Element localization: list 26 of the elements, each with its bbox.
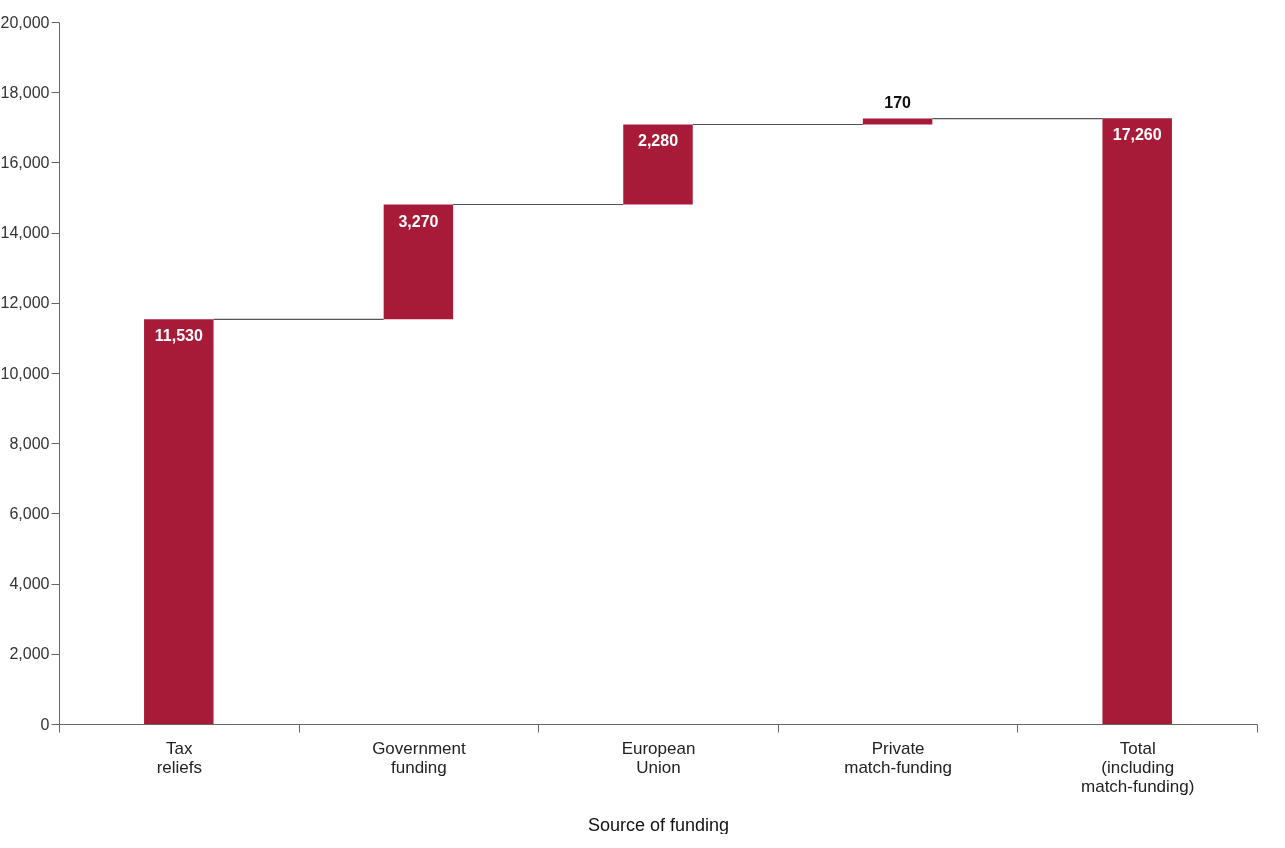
data-label: 3,270	[398, 212, 439, 230]
data-label: 11,530	[154, 327, 203, 345]
bar	[1102, 118, 1172, 724]
x-tick-label: Private match-funding	[844, 738, 952, 777]
y-tick-label: 20,000	[0, 13, 50, 31]
data-label: 2,280	[637, 132, 679, 150]
bar	[623, 124, 693, 205]
data-label: 17,260	[1112, 126, 1162, 144]
y-tick-label: 12,000	[0, 294, 50, 312]
y-tick-label: 16,000	[0, 153, 50, 171]
x-tick-label: Tax reliefs	[156, 738, 202, 777]
y-tick-label: 0	[40, 715, 50, 733]
x-tick-label: Total (including match-funding)	[1081, 738, 1195, 796]
bar	[383, 204, 454, 320]
data-label: 170	[884, 93, 912, 111]
y-tick-label: 10,000	[0, 364, 50, 382]
x-tick-label: Government funding	[372, 738, 466, 777]
x-axis-title: Source of funding	[587, 814, 730, 835]
y-tick-label: 4,000	[9, 575, 50, 593]
y-tick-label: 18,000	[0, 83, 50, 101]
y-tick-label: 8,000	[9, 434, 50, 452]
y-tick-label: 14,000	[0, 224, 50, 242]
bar	[144, 319, 214, 724]
y-tick-label: 2,000	[9, 645, 50, 663]
y-tick-label: 6,000	[9, 504, 50, 522]
x-tick-label: European Union	[621, 738, 696, 777]
